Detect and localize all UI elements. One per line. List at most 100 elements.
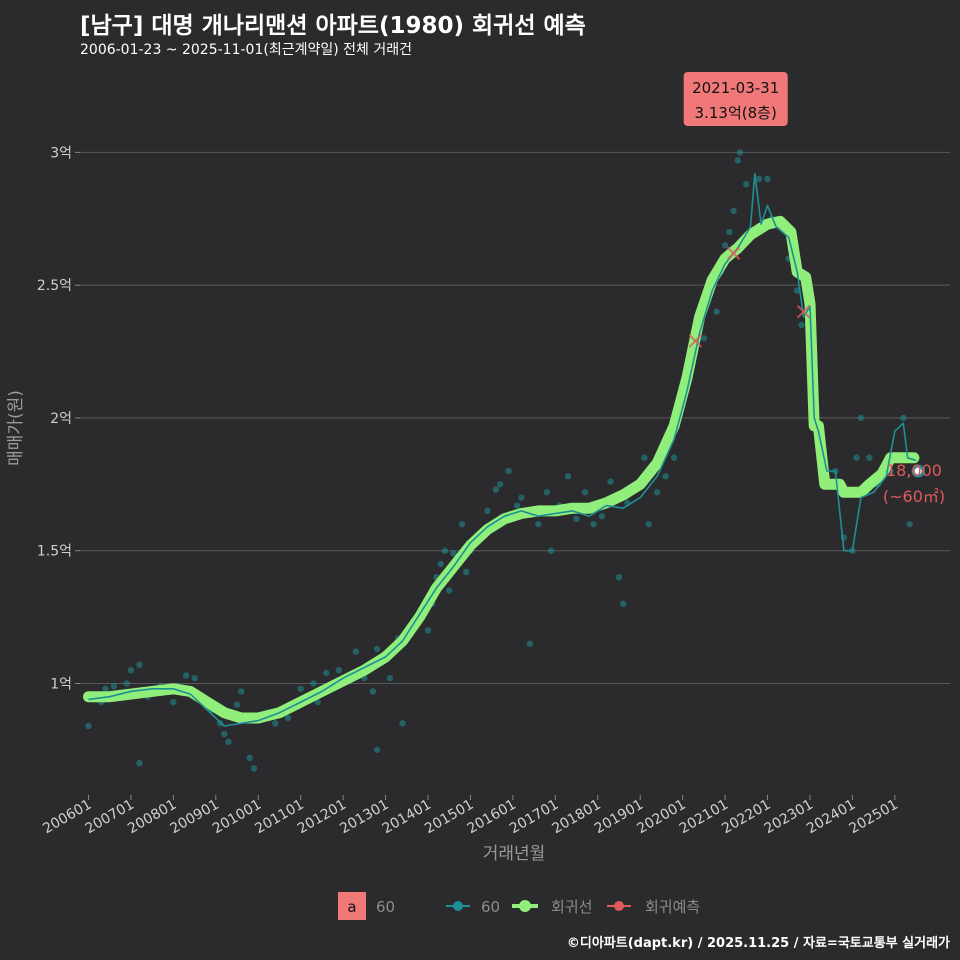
legend-key-60-box [338, 892, 366, 920]
scatter-point [272, 720, 279, 727]
annotation-group: 2021-03-31 3.13억(8층) [683, 72, 788, 126]
scatter-point [399, 720, 406, 727]
scatter-point [233, 701, 241, 708]
scatter-point [857, 414, 865, 422]
scatter-point [110, 682, 118, 690]
scatter-point [102, 685, 109, 692]
scatter-point [238, 688, 245, 695]
scatter-point [182, 672, 190, 679]
legend-prediction-dot-icon [614, 901, 624, 911]
scatter-point [216, 720, 224, 727]
series-60-line [88, 172, 917, 727]
scatter-point [736, 149, 744, 156]
y-tick-label: 2.5억 [37, 278, 72, 294]
scatter-point [221, 730, 228, 738]
scatter-point [906, 520, 913, 528]
prediction-marker-stroke [726, 246, 741, 260]
scatter-point [798, 321, 805, 329]
scatter-point [505, 467, 512, 475]
scatter-point [136, 759, 143, 767]
scatter-point [136, 661, 143, 669]
scatter-point [123, 680, 130, 687]
scatter-point [446, 587, 453, 594]
x-tick-labels: 2006012007012008012009012010012011012012… [40, 797, 901, 838]
scatter-point [726, 228, 733, 236]
scatter-point [496, 481, 504, 488]
scatter-point [352, 648, 360, 655]
scatter-point [620, 600, 627, 608]
scatter-point [743, 181, 750, 188]
scatter-point [386, 674, 394, 682]
scatter-point [670, 454, 678, 461]
scatter-point [653, 489, 661, 496]
scatter-point [662, 473, 669, 480]
legend-label-prediction: 회귀예측 [645, 898, 700, 916]
scatter-point [191, 674, 198, 682]
legend-label-60-line: 60 [481, 898, 500, 916]
legend-key-60-letter: a [347, 898, 356, 916]
scatter-point [573, 515, 580, 523]
scatter-point [373, 746, 381, 754]
scatter-point [424, 627, 432, 634]
scatter-point [590, 520, 597, 528]
scatter-point [721, 242, 729, 249]
prediction-marker [726, 246, 741, 260]
scatter-point [170, 698, 177, 706]
scatter-point [369, 688, 377, 695]
legend: a 60 60 회귀선 회귀예측 [338, 892, 700, 920]
series-lines [83, 172, 920, 727]
scatter-point [535, 520, 542, 528]
scatter-point [437, 560, 444, 568]
scatter-point [526, 640, 534, 647]
grid-lines [75, 151, 950, 800]
scatter-point [373, 645, 381, 653]
scatter-point [607, 478, 614, 485]
x-axis-title: 거래년월 [483, 844, 546, 864]
end-value-label: 18,000 [886, 461, 942, 480]
scatter-point [127, 666, 135, 674]
scatter-point [284, 714, 292, 722]
annotation-box [683, 72, 788, 126]
prediction-marker-stroke [796, 305, 811, 319]
prediction-markers [688, 246, 811, 348]
scatter-point [564, 473, 572, 480]
scatter-point [462, 568, 470, 576]
legend-label-regression: 회귀선 [551, 898, 592, 916]
scatter-point [734, 157, 742, 164]
scatter-point [547, 547, 555, 554]
scatter-point [250, 765, 258, 772]
scatter-point [543, 489, 551, 496]
chart-subtitle: 2006-01-23 ~ 2025-11-01(최근계약일) 전체 거래건 [80, 42, 412, 58]
legend-regression-dot-icon [519, 900, 531, 912]
prediction-marker [688, 334, 703, 348]
scatter-point [310, 680, 317, 687]
chart-title: [남구] 대명 개나리맨션 아파트(1980) 회귀선 예측 [80, 13, 586, 39]
y-tick-label: 1억 [50, 676, 72, 692]
scatter-point [853, 454, 860, 461]
scatter-point [492, 486, 500, 493]
scatter-point [246, 754, 253, 762]
scatter-point [700, 335, 708, 342]
scatter-point [322, 669, 330, 677]
legend-label-60-text: 60 [376, 898, 395, 916]
scatter-point [730, 207, 737, 215]
scatter-point [225, 738, 232, 746]
scatter-point [458, 520, 466, 528]
scatter-point [645, 520, 652, 528]
scatter-point [755, 175, 763, 183]
prediction-marker-stroke [688, 334, 703, 348]
scatter-point [518, 494, 525, 501]
annotation-price: 3.13억(8층) [695, 104, 777, 122]
scatter-point [713, 308, 720, 315]
scatter-point [450, 550, 457, 557]
annotation-date: 2021-03-31 [692, 79, 779, 97]
y-tick-labels: 1억 1.5억 2억 2.5억 3억 [37, 145, 72, 692]
scatter-point [615, 574, 623, 581]
scatter-point [866, 454, 873, 461]
scatter-point [598, 512, 606, 520]
scatter-point [441, 547, 449, 554]
source-caption: ©디아파트(dapt.kr) / 2025.11.25 / 자료=국토교통부 실… [566, 936, 950, 951]
scatter-point [513, 502, 521, 509]
scatter-point [900, 414, 907, 422]
regression-line [83, 215, 920, 724]
